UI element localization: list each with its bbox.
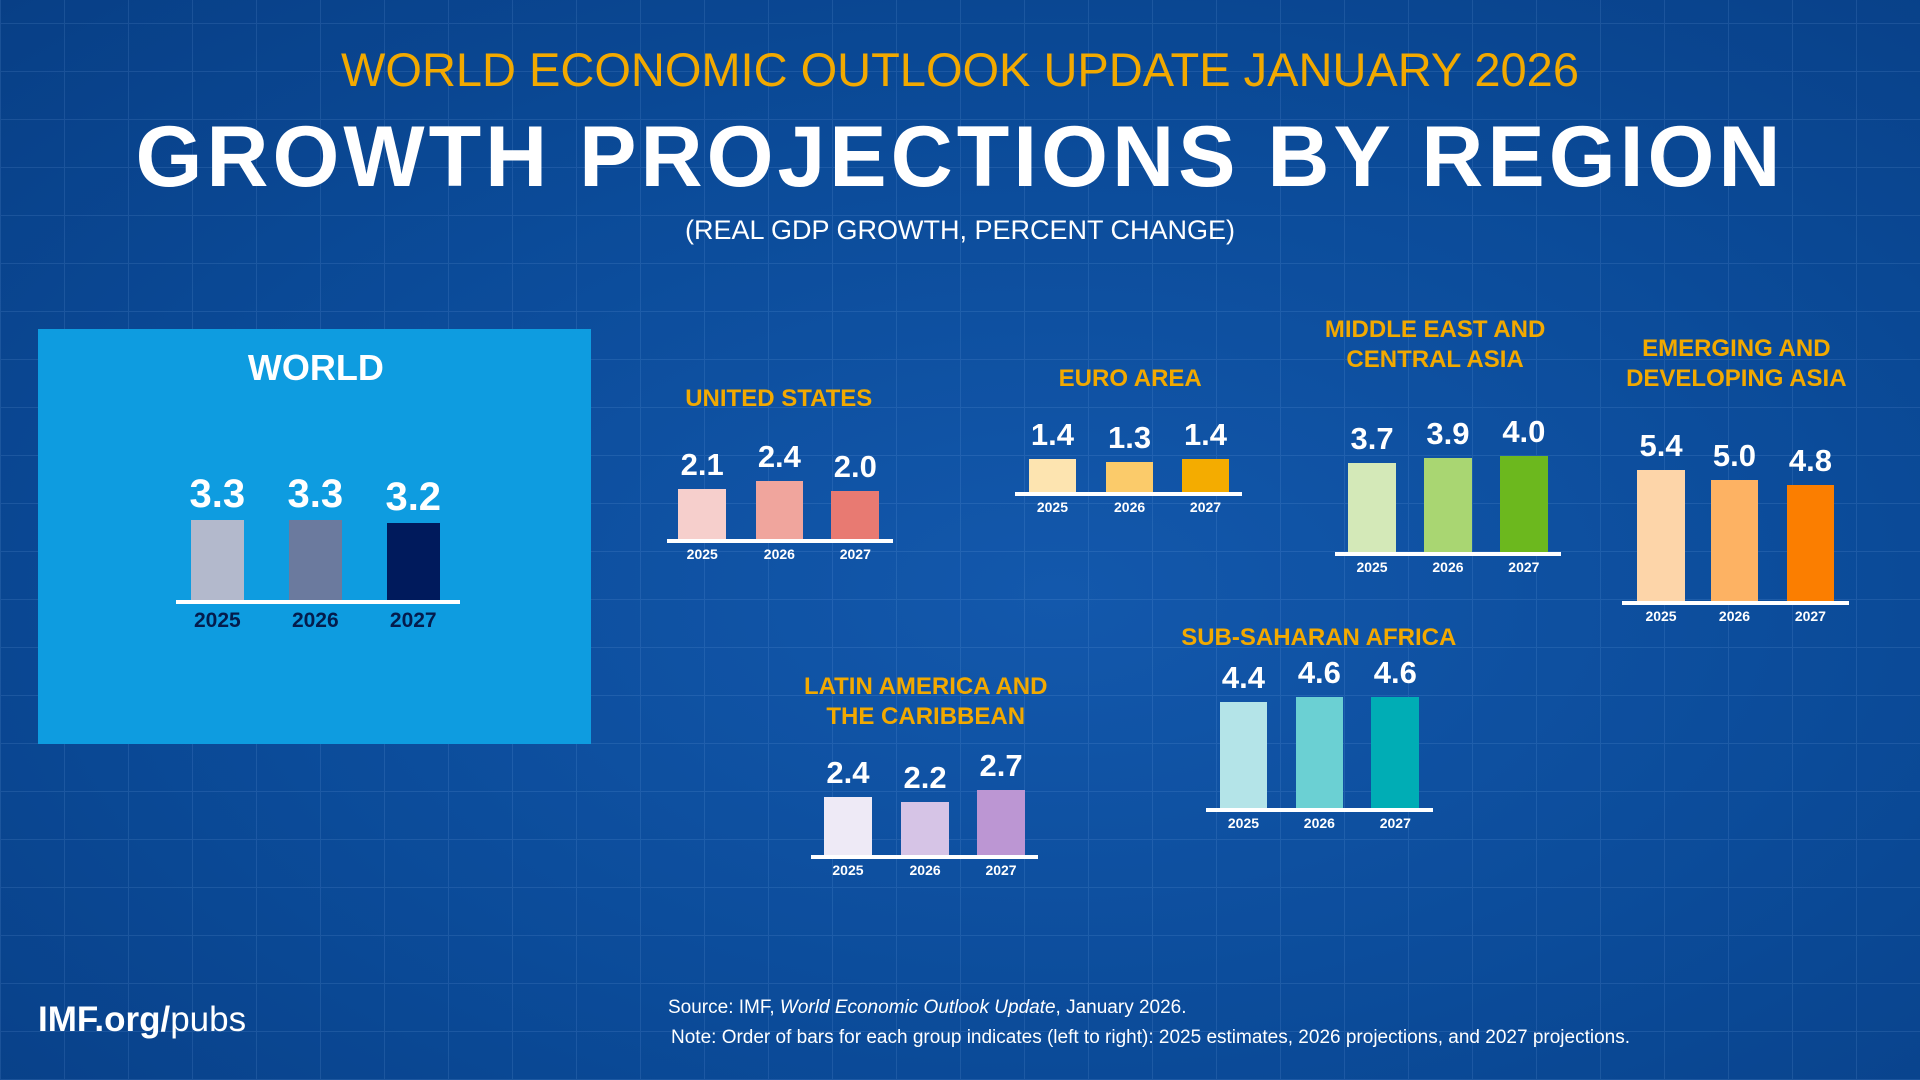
- data-label: 3.9: [1426, 415, 1470, 451]
- bar: [1424, 457, 1472, 554]
- bar: [191, 520, 244, 602]
- page-title: GROWTH PROJECTIONS BY REGION: [135, 109, 1785, 205]
- bar: [1371, 696, 1420, 810]
- data-label: 4.6: [1373, 654, 1417, 690]
- chart-title: EMERGING AND DEVELOPING ASIA: [1626, 335, 1847, 393]
- data-label: 3.3: [189, 472, 246, 517]
- data-label: 2.1: [680, 446, 724, 482]
- data-label: 2.4: [826, 755, 870, 791]
- bar: [1500, 455, 1548, 554]
- tick-label: 2026: [1718, 608, 1751, 625]
- source-prefix: Source: IMF,: [668, 997, 780, 1018]
- x-axis: [667, 539, 893, 543]
- supertitle: WORLD ECONOMIC OUTLOOK UPDATE JANUARY 20…: [341, 43, 1579, 96]
- data-label: 3.2: [385, 474, 442, 519]
- bar: [1637, 470, 1685, 603]
- chart-title: SUB-SAHARAN AFRICA: [1181, 624, 1457, 652]
- tick-label: 2027: [839, 546, 871, 562]
- bar: [1181, 459, 1230, 494]
- chart-title: EURO AREA: [1058, 364, 1202, 392]
- data-label: 4.0: [1502, 413, 1546, 449]
- imf-logo-link[interactable]: IMF.org/pubs: [38, 1000, 246, 1040]
- x-axis: [1622, 601, 1849, 606]
- chart-title: WORLD: [247, 346, 384, 388]
- bar: [1348, 462, 1396, 554]
- bar: [755, 481, 804, 540]
- tick-label: 2026: [909, 861, 941, 878]
- tick-label: 2027: [389, 609, 437, 633]
- x-axis: [1334, 552, 1562, 557]
- data-label: 3.7: [1350, 420, 1394, 456]
- data-label: 2.4: [757, 439, 801, 475]
- bar: [1295, 696, 1344, 810]
- tick-label: 2026: [291, 609, 339, 633]
- source-suffix: , January 2026.: [1055, 997, 1187, 1018]
- data-label: 1.4: [1183, 417, 1228, 453]
- tick-label: 2027: [1508, 559, 1540, 576]
- tick-label: 2026: [1432, 559, 1464, 576]
- tick-label: 2025: [686, 546, 718, 562]
- source-title: World Economic Outlook Update: [779, 997, 1056, 1018]
- bar: [288, 520, 342, 602]
- bar: [977, 789, 1025, 856]
- bar: [386, 522, 440, 602]
- bar: [824, 797, 872, 856]
- tick-label: 2026: [763, 546, 795, 562]
- bar: [831, 491, 880, 540]
- tick-label: 2027: [985, 861, 1017, 878]
- tick-label: 2025: [1036, 499, 1069, 516]
- subtitle: (REAL GDP GROWTH, PERCENT CHANGE): [684, 215, 1236, 245]
- data-label: 2.2: [903, 760, 947, 796]
- x-axis: [1206, 808, 1433, 813]
- bar: [1219, 701, 1268, 810]
- data-label: 5.4: [1639, 428, 1683, 464]
- data-label: 4.8: [1788, 442, 1832, 478]
- source-note: Source: IMF, World Economic Outlook Upda…: [668, 997, 1187, 1019]
- bar: [678, 488, 727, 540]
- data-label: 1.3: [1108, 419, 1152, 455]
- chart-title: LATIN AMERICA AND THE CARIBBEAN: [803, 673, 1048, 731]
- tick-label: 2026: [1303, 815, 1335, 832]
- logo-bold: IMF.org/: [38, 1000, 171, 1039]
- order-note: Note: Order of bars for each group indic…: [671, 1027, 1630, 1048]
- bar: [901, 802, 949, 856]
- tick-label: 2026: [1114, 499, 1146, 516]
- bar: [1786, 484, 1835, 603]
- logo-light: pubs: [170, 1000, 247, 1039]
- chart-title: UNITED STATES: [685, 385, 873, 413]
- tick-label: 2025: [1645, 608, 1677, 625]
- data-label: 4.6: [1297, 654, 1341, 690]
- tick-label: 2025: [1227, 815, 1260, 832]
- data-label: 2.0: [833, 449, 877, 485]
- tick-label: 2027: [1794, 608, 1826, 625]
- x-axis: [810, 854, 1039, 859]
- data-label: 3.3: [287, 472, 344, 517]
- bar: [1105, 461, 1154, 494]
- chart-title: MIDDLE EAST AND CENTRAL ASIA: [1324, 315, 1546, 373]
- tick-label: 2025: [1356, 559, 1388, 576]
- tick-label: 2025: [193, 609, 241, 633]
- tick-label: 2027: [1379, 815, 1411, 832]
- bar: [1710, 480, 1759, 603]
- x-axis: [1015, 492, 1242, 497]
- data-label: 2.7: [979, 747, 1023, 783]
- data-label: 5.0: [1712, 438, 1757, 473]
- tick-label: 2025: [832, 861, 864, 878]
- tick-label: 2027: [1189, 499, 1222, 516]
- data-label: 4.4: [1221, 659, 1266, 695]
- x-axis: [176, 600, 461, 605]
- data-label: 1.4: [1030, 417, 1074, 453]
- bar: [1028, 459, 1077, 494]
